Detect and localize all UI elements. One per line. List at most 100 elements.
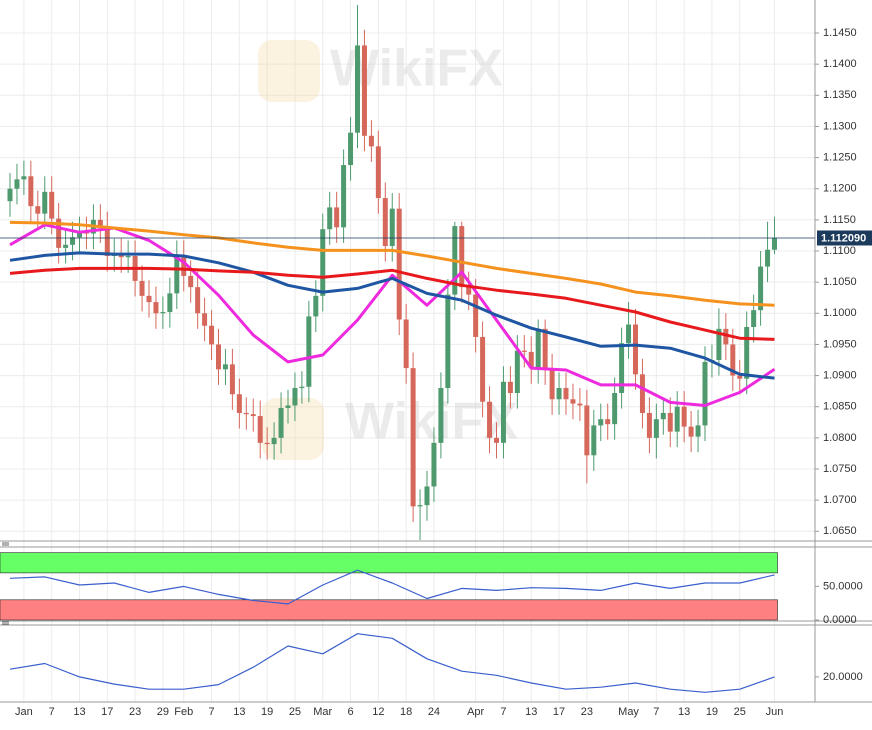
candle-body	[195, 287, 201, 314]
y-tick-label: 1.1400	[823, 58, 857, 70]
y-tick-label: 1.0700	[823, 494, 857, 506]
x-tick-label: 12	[372, 706, 384, 718]
candle-body	[653, 419, 659, 438]
candle-body	[751, 310, 757, 327]
candle-body	[639, 374, 645, 413]
x-tick-label: Jun	[766, 706, 784, 718]
candle-body	[723, 328, 729, 345]
candle-body	[42, 191, 48, 214]
x-tick-label: 13	[73, 706, 85, 718]
y-tick-label: 1.0900	[823, 369, 857, 381]
candle-body	[216, 344, 221, 370]
candle-body	[424, 486, 430, 506]
line	[9, 251, 775, 380]
x-tick-label: 25	[734, 706, 746, 718]
candle-body	[626, 324, 632, 344]
candle-body	[487, 401, 493, 438]
band	[0, 599, 778, 621]
candle-body	[222, 364, 228, 370]
candle-body	[480, 336, 486, 402]
candle-body	[646, 412, 652, 438]
x-tick-label: 7	[653, 706, 659, 718]
candle-body	[674, 406, 680, 432]
y-tick-label: 1.0800	[823, 432, 857, 444]
x-tick-label: 13	[233, 706, 245, 718]
candle-body	[563, 388, 569, 400]
panel-handle[interactable]	[2, 621, 9, 625]
candle-body	[209, 325, 215, 345]
y-tick-label: 20.0000	[823, 671, 863, 683]
candle-body	[445, 294, 451, 389]
candle-body	[278, 407, 284, 438]
y-tick-label: 1.1450	[823, 27, 857, 39]
x-tick-label: 25	[289, 706, 301, 718]
y-tick-label: 1.1200	[823, 183, 857, 195]
candle-body	[466, 287, 472, 295]
candle-body	[320, 229, 326, 296]
line	[9, 569, 775, 605]
candle-body	[341, 165, 347, 228]
candle-body	[355, 45, 360, 133]
candle-body	[514, 350, 520, 394]
candle-body	[507, 381, 513, 394]
x-tick-label: 23	[581, 706, 593, 718]
candle-body	[410, 368, 416, 507]
line	[9, 266, 775, 341]
y-tick-label: 1.1150	[823, 214, 856, 226]
candle-body	[542, 328, 548, 370]
candle-body	[306, 316, 312, 387]
candle-body	[271, 437, 277, 445]
candle-body	[681, 406, 687, 427]
x-tick-label: 23	[129, 706, 141, 718]
y-tick-label: 1.1350	[823, 89, 857, 101]
candle-body	[285, 405, 291, 408]
x-tick-label: 13	[525, 706, 537, 718]
candle-body	[264, 442, 270, 445]
candle-body	[104, 227, 110, 256]
candle-body	[229, 364, 235, 395]
y-tick-label: 1.0850	[823, 401, 857, 413]
candle-body	[459, 226, 465, 288]
candle-body	[125, 255, 131, 258]
candle-body	[598, 419, 604, 426]
candle-body	[77, 232, 82, 238]
candle-body	[396, 208, 402, 320]
candle-body	[153, 302, 159, 314]
candle-body	[243, 412, 249, 415]
line	[9, 220, 775, 307]
band	[0, 552, 778, 574]
candle-body	[257, 416, 263, 443]
candle-body	[417, 505, 423, 507]
candle-body	[167, 293, 173, 313]
y-tick-label: 50.0000	[823, 580, 863, 592]
candle-body	[702, 361, 708, 426]
candle-body	[431, 442, 437, 487]
y-tick-label: 1.0950	[823, 338, 857, 350]
candle-body	[188, 275, 194, 288]
candle-body	[382, 198, 388, 247]
last-price-box	[817, 230, 872, 246]
x-tick-label: 18	[400, 706, 412, 718]
candle-body	[334, 207, 340, 228]
candle-body	[313, 295, 319, 317]
candle-body	[695, 425, 701, 437]
y-tick-label: 1.0750	[823, 463, 857, 475]
y-tick-label: 1.1250	[823, 151, 857, 163]
candle-body	[97, 219, 103, 228]
candle-body	[368, 135, 374, 147]
candle-body	[500, 381, 506, 443]
candle-body	[605, 419, 611, 425]
watermark-logo	[262, 398, 324, 460]
candle-body	[660, 412, 666, 420]
x-tick-label: May	[618, 706, 639, 718]
panel-handle[interactable]	[2, 542, 9, 546]
last-price-label: 1.112090	[821, 232, 866, 244]
y-tick-label: 1.1300	[823, 120, 857, 132]
candle-body	[438, 388, 444, 443]
candle-body	[174, 255, 180, 294]
y-tick-label: 0.0000	[823, 614, 857, 626]
y-tick-label: 1.1100	[823, 245, 856, 257]
candle-body	[765, 249, 771, 267]
candle-body	[21, 176, 27, 180]
